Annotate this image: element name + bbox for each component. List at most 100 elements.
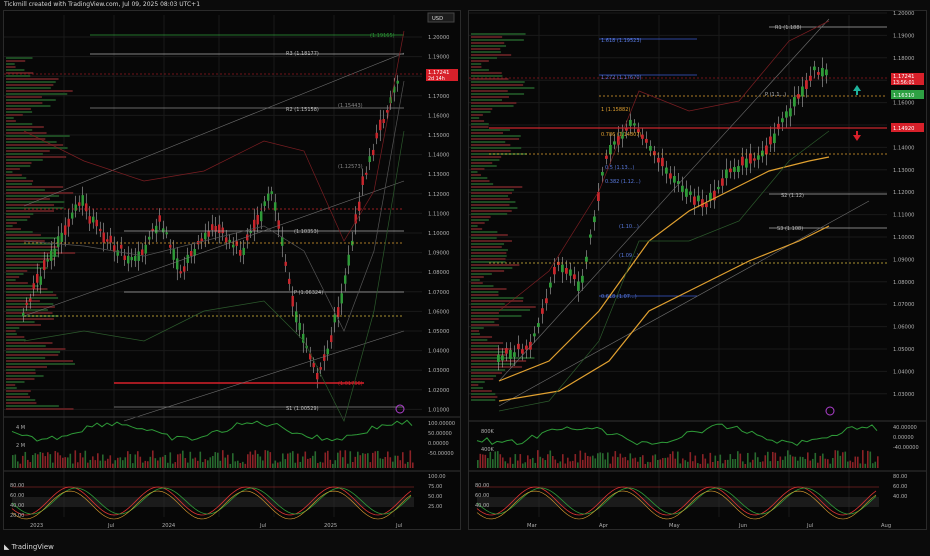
candle-body [609,145,612,155]
volume-bar [504,461,507,468]
volume-bar [352,461,354,468]
volume-profile-bar [6,228,21,230]
volume-bar [804,458,807,468]
volume-bar [477,460,479,468]
volume-profile-bar [471,369,506,371]
candle-body [316,372,319,380]
volume-bar [567,457,569,468]
volume-bar [659,459,662,468]
oscillator-tick: 100.00000 [428,421,455,427]
volume-profile-bar [471,57,498,59]
volume-profile-bar [471,285,494,287]
stoch-tick: 25.00 [428,504,442,510]
candle-body [221,227,224,234]
candle-body [645,138,648,143]
candle-body [525,345,528,350]
volume-bar [212,455,214,468]
volume-profile-bar [6,291,54,293]
volume-profile-bar [6,174,22,176]
candle-body [81,195,84,206]
volume-profile-bar [6,366,48,368]
candle-body [186,254,189,263]
candle-body [281,237,284,246]
level-badge-green [891,90,924,99]
price-tick-label: 1.20000 [893,11,914,17]
volume-profile-bar [471,180,490,182]
price-tick-label: 1.09000 [893,257,914,263]
volume-profile-bar [471,159,500,161]
candle-body [813,66,816,71]
volume-bar [124,457,127,468]
price-tick-label: 1.16000 [428,113,449,119]
stoch-k-line [476,486,877,516]
volume-bar [849,460,852,468]
candle-body [365,172,368,175]
price-tick-label: 1.14000 [893,145,914,151]
candle-body [705,203,708,208]
chart-panel-left[interactable]: USD1.200001.190001.180001.170001.160001.… [3,10,461,530]
stoch-left-tick: 80.00 [10,483,24,489]
volume-profile-bar [471,294,499,296]
volume-bar [847,461,849,468]
volume-bar [209,457,212,468]
volume-bar [817,462,819,468]
volume-bar [294,462,297,468]
volume-profile-bar [471,267,513,269]
volume-profile-bar [6,120,16,122]
volume-bar [297,453,299,468]
volume-profile-bar [6,213,34,215]
volume-profile-bar [471,396,498,398]
price-tick-label: 1.20000 [428,35,449,41]
volume-bar [307,458,309,468]
candle-body [793,97,796,107]
volume-profile-bar [471,249,508,251]
stoch-band-fill [477,497,879,507]
volume-bar [214,452,217,468]
volume-bar [754,452,757,468]
volume-bar [367,453,369,468]
candle-body [298,322,301,330]
volume-bar [169,452,172,468]
volume-bar [837,450,839,468]
volume-profile-bar [6,177,27,179]
volume-bar [194,457,197,468]
volume-bar [357,451,359,468]
volume-profile-bar [471,90,508,92]
volume-bar [262,460,264,468]
candle-body [358,201,361,211]
chart-panel-right[interactable]: 1.200001.190001.180001.170001.160001.150… [468,10,927,530]
volume-profile-bar [471,279,480,281]
candle-body [256,214,259,225]
time-axis-label: Jul [259,523,266,529]
volume-bar [559,461,562,468]
level-label: R1 (1.188) [775,25,802,31]
candle-body [232,244,235,248]
price-chart-left[interactable]: USD1.200001.190001.180001.170001.160001.… [4,11,460,529]
stoch-tick: 50.00 [428,494,442,500]
candle-body [821,67,824,77]
oscillator-tick: -40.00000 [893,445,919,451]
volume-bar [379,458,382,468]
candle-body [593,216,596,223]
volume-profile-bar [471,291,499,293]
volume-profile-bar [471,135,521,137]
current-price-badge [426,69,458,81]
volume-profile-bar [6,369,36,371]
level-label: (1.19165) [370,33,395,39]
volume-bar [282,453,284,468]
volume-profile-bar [6,372,36,374]
volume-profile-bar [6,276,20,278]
price-chart-right[interactable]: 1.200001.190001.180001.170001.160001.150… [469,11,926,529]
candle-body [685,188,688,197]
level-label: R3 (1.18177) [286,51,319,57]
price-tick-label: 1.06000 [428,309,449,315]
volume-bar [687,461,689,468]
volume-bar [529,459,532,468]
volume-profile-bar [6,204,55,206]
bollinger-band [498,225,830,402]
volume-profile-bar [6,63,15,65]
volume-profile-bar [471,303,505,305]
candle-body [689,191,692,195]
volume-bar [22,455,24,468]
volume-bar [92,456,94,468]
